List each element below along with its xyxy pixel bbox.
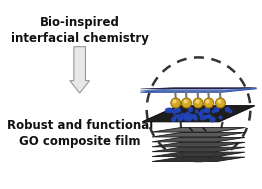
Circle shape [216, 98, 225, 108]
Polygon shape [152, 137, 245, 142]
Circle shape [193, 98, 203, 108]
Polygon shape [152, 157, 245, 162]
Polygon shape [152, 147, 245, 152]
Polygon shape [140, 89, 257, 91]
Polygon shape [152, 128, 245, 132]
Text: Bio-inspired
interfacial chemistry: Bio-inspired interfacial chemistry [11, 16, 149, 45]
Polygon shape [142, 106, 255, 122]
Polygon shape [140, 89, 257, 92]
Polygon shape [152, 142, 245, 147]
Circle shape [182, 98, 191, 108]
Circle shape [171, 98, 181, 108]
Circle shape [204, 98, 214, 108]
Polygon shape [152, 132, 245, 137]
Polygon shape [140, 88, 257, 89]
Text: Robust and functional
GO composite film: Robust and functional GO composite film [7, 119, 153, 148]
Polygon shape [152, 152, 245, 157]
FancyArrow shape [70, 47, 90, 93]
